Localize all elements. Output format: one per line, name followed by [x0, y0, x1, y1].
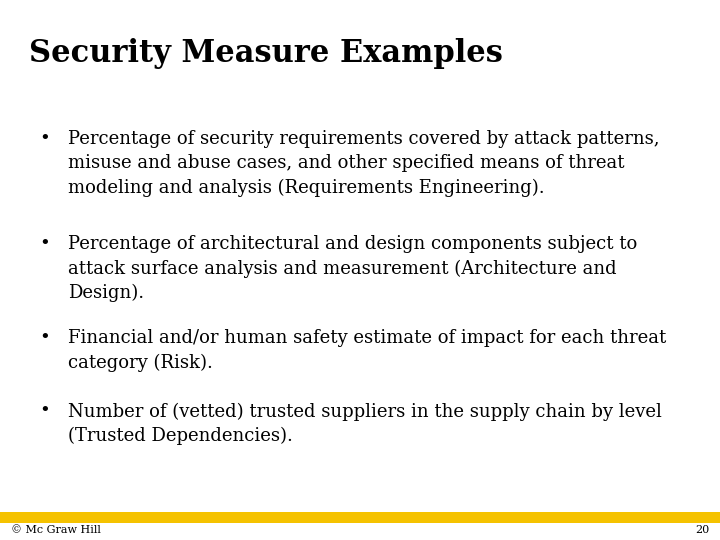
Text: •: • [40, 329, 50, 347]
Text: •: • [40, 235, 50, 253]
Text: Percentage of security requirements covered by attack patterns,
misuse and abuse: Percentage of security requirements cove… [68, 130, 660, 197]
Bar [0, 512, 720, 523]
Text: Security Measure Examples: Security Measure Examples [29, 38, 503, 69]
Text: Financial and/or human safety estimate of impact for each threat
category (Risk): Financial and/or human safety estimate o… [68, 329, 667, 372]
Text: •: • [40, 130, 50, 147]
Text: © Mc Graw Hill: © Mc Graw Hill [11, 525, 101, 535]
Text: Percentage of architectural and design components subject to
attack surface anal: Percentage of architectural and design c… [68, 235, 638, 302]
Text: 20: 20 [695, 525, 709, 535]
Text: •: • [40, 402, 50, 420]
Text: Number of (vetted) trusted suppliers in the supply chain by level
(Trusted Depen: Number of (vetted) trusted suppliers in … [68, 402, 662, 445]
